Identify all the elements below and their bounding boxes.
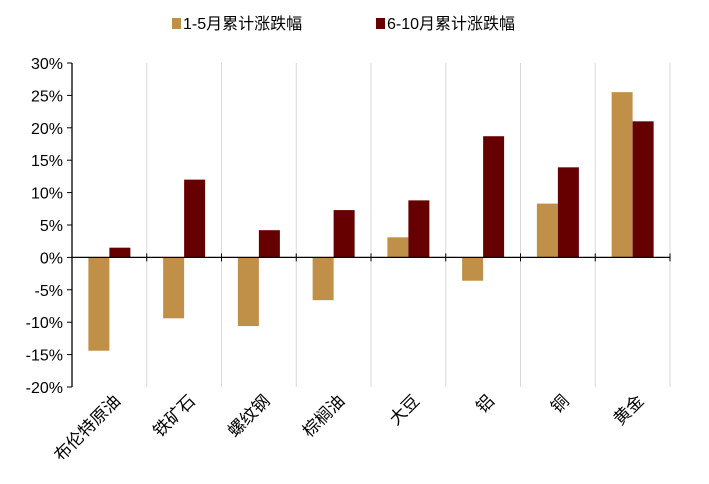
legend-swatch [376, 18, 385, 29]
x-tick-label: 铝 [472, 391, 497, 416]
gridlines [146, 63, 671, 387]
bar-jun-oct [557, 167, 579, 258]
bar-jan-may [462, 257, 484, 281]
bar-jan-may [611, 92, 633, 258]
x-tick-label: 布伦特原油 [51, 391, 125, 465]
y-tick-label: 30% [31, 56, 63, 73]
legend-label: 1-5月累计涨跌幅 [183, 15, 302, 33]
bar-jun-oct [483, 136, 505, 258]
legend-swatch [172, 18, 181, 29]
bar-jan-may [237, 257, 259, 327]
axes: 30% 25% 20% 15% 10% 5% 0% -5% -10% -15% -20%布伦特原油铁… [26, 56, 671, 465]
y-tick-label: 0% [40, 250, 63, 267]
bar-jun-oct [333, 210, 355, 258]
y-tick-label: 15% [31, 153, 63, 170]
y-tick-label: 10% [31, 186, 63, 203]
x-tick-label: 铁矿石 [149, 391, 198, 440]
x-tick-label: 铜 [547, 391, 572, 416]
bar-jun-oct [408, 200, 430, 258]
legend-label: 6-10月累计涨跌幅 [387, 15, 515, 33]
bar-jan-may [312, 257, 334, 301]
bar-jan-may [536, 203, 558, 258]
bar-jun-oct [632, 121, 654, 258]
bar-jun-oct [109, 247, 131, 258]
y-tick-label: -15% [26, 348, 63, 365]
x-tick-label: 螺纹钢 [224, 391, 273, 440]
legend: 1-5月累计涨跌幅 6-10月累计涨跌幅 [172, 15, 515, 33]
bar-jan-may [163, 257, 185, 319]
y-tick-label: -10% [26, 315, 63, 332]
x-tick-label: 大豆 [386, 391, 423, 428]
bar-jun-oct [258, 230, 280, 258]
x-tick-label: 黄金 [610, 391, 647, 428]
bars [88, 92, 654, 351]
y-tick-label: 25% [31, 88, 63, 105]
bar-jun-oct [184, 179, 206, 258]
y-tick-label: -20% [26, 380, 63, 397]
y-tick-label: 5% [40, 218, 63, 235]
y-tick-label: 20% [31, 121, 63, 138]
y-tick-label: -5% [35, 283, 63, 300]
bar-jan-may [387, 237, 409, 258]
bar-jan-may [88, 257, 110, 351]
x-tick-label: 棕榈油 [299, 391, 348, 440]
